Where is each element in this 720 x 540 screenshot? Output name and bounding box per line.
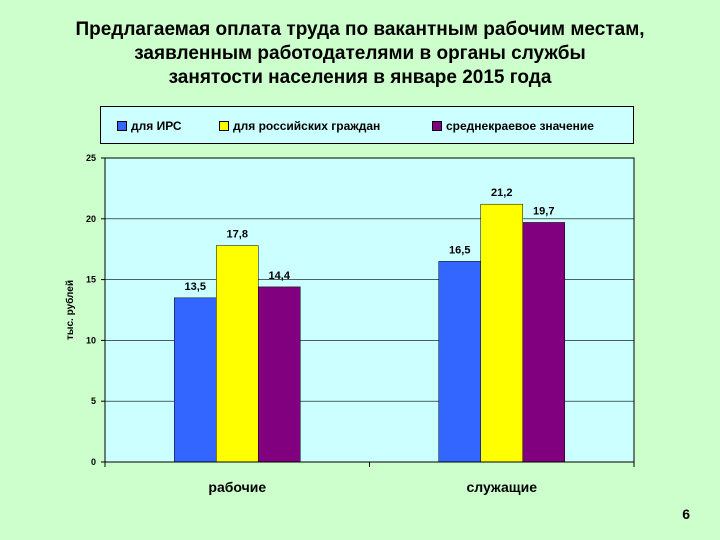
y-tick-label-10: 10	[86, 335, 96, 345]
bar-служащие-2	[522, 222, 565, 463]
y-tick-label-5: 5	[91, 396, 96, 406]
slide-title: Предлагаемая оплата труда по вакантным р…	[40, 18, 680, 90]
data-label-служащие-2: 19,7	[533, 205, 554, 217]
data-label-рабочие-0: 13,5	[185, 281, 206, 293]
legend-item-regional: среднекраевое значение	[432, 119, 594, 133]
bar-рабочие-2	[258, 286, 301, 463]
data-label-служащие-0: 16,5	[449, 244, 470, 256]
data-label-служащие-1: 21,2	[491, 187, 512, 199]
legend-item-russian: для российских граждан	[219, 119, 380, 133]
title-line-1: Предлагаемая оплата труда по вакантным р…	[75, 19, 645, 40]
y-tick-label-25: 25	[86, 153, 96, 163]
bar-рабочие-0	[174, 297, 217, 463]
title-line-2: заявленным работодателями в органы служб…	[134, 43, 586, 64]
x-category-label-0: рабочие	[208, 479, 266, 495]
legend-item-irs: для ИРС	[117, 119, 182, 133]
legend-label-russian: для российских граждан	[233, 119, 381, 133]
legend-swatch-russian	[219, 120, 229, 131]
chart-legend: для ИРС для российских граждан среднекра…	[100, 106, 634, 144]
x-category-label-1: служащие	[466, 479, 537, 495]
bar-рабочие-1	[216, 245, 259, 463]
title-line-3: занятости населения в январе 2015 года	[168, 67, 552, 88]
bar-служащие-0	[438, 261, 481, 463]
legend-label-regional: среднекраевое значение	[446, 119, 594, 133]
data-label-рабочие-2: 14,4	[269, 270, 291, 282]
legend-swatch-regional	[432, 120, 442, 131]
y-tick-label-0: 0	[91, 457, 96, 467]
y-axis-label: тыс. рублей	[64, 280, 76, 340]
legend-label-irs: для ИРС	[131, 119, 182, 133]
legend-swatch-irs	[117, 120, 127, 131]
data-label-рабочие-1: 17,8	[227, 229, 248, 241]
page-number: 6	[682, 506, 690, 522]
bar-служащие-1	[480, 203, 523, 463]
y-tick-label-20: 20	[86, 214, 96, 224]
y-tick-label-15: 15	[86, 275, 96, 285]
